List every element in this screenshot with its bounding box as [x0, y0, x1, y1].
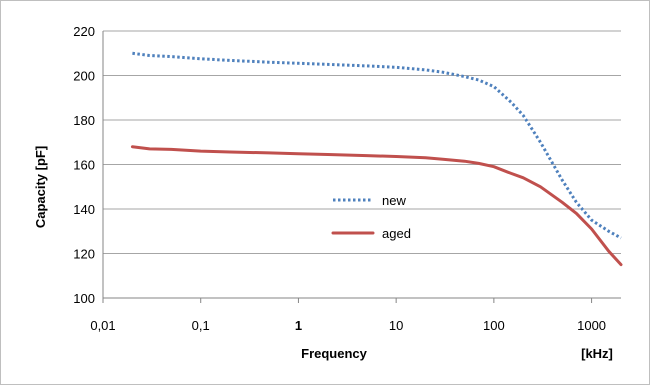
x-tick-label: 1000 — [577, 318, 606, 333]
y-tick-label: 160 — [73, 158, 95, 173]
y-tick-label: 180 — [73, 113, 95, 128]
y-tick-label: 220 — [73, 24, 95, 39]
x-axis-label: Frequency — [301, 346, 368, 361]
series-line-aged — [130, 145, 623, 267]
legend-label-new: new — [382, 193, 406, 208]
x-axis-unit: [kHz] — [581, 346, 613, 361]
series-lines — [130, 51, 623, 267]
y-axis-label: Capacity [pF] — [33, 146, 48, 228]
axes — [102, 31, 621, 303]
y-tick-label: 200 — [73, 69, 95, 84]
x-tick-label: 1 — [295, 318, 302, 333]
x-tick-label: 0,1 — [192, 318, 210, 333]
x-tick-label: 0,01 — [90, 318, 115, 333]
x-tick-label: 100 — [483, 318, 505, 333]
y-tick-label: 100 — [73, 291, 95, 306]
series-line-new — [132, 51, 622, 240]
legend: new aged — [331, 193, 411, 241]
tick-labels: 100 120 140 160 180 200 220 0,01 0,1 1 10 100 1000 — [73, 24, 606, 333]
legend-label-aged: aged — [382, 226, 411, 241]
x-tick-label: 10 — [389, 318, 403, 333]
y-tick-label: 120 — [73, 247, 95, 262]
y-tick-label: 140 — [73, 202, 95, 217]
grid-lines — [103, 30, 621, 254]
